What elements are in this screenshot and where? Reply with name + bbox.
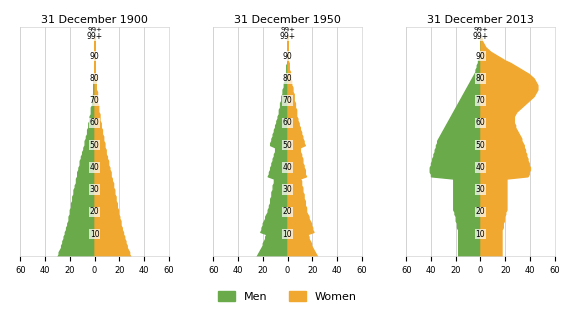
- Text: 40: 40: [283, 163, 292, 172]
- Text: 50: 50: [283, 141, 292, 150]
- Text: 60: 60: [283, 118, 292, 127]
- Text: 80: 80: [283, 74, 292, 83]
- Text: 70: 70: [90, 96, 99, 105]
- Text: 40: 40: [476, 163, 485, 172]
- Text: 80: 80: [476, 74, 485, 83]
- Text: 20: 20: [283, 207, 292, 217]
- Text: 40: 40: [90, 163, 99, 172]
- Text: 70: 70: [283, 96, 292, 105]
- Title: 31 December 1900: 31 December 1900: [41, 15, 148, 25]
- Text: 99+: 99+: [279, 32, 296, 41]
- Text: 30: 30: [476, 185, 485, 194]
- Text: 30: 30: [283, 185, 292, 194]
- Text: 20: 20: [476, 207, 485, 217]
- Text: 20: 20: [90, 207, 99, 217]
- Text: 10: 10: [476, 230, 485, 239]
- Text: 99+: 99+: [473, 32, 489, 41]
- Text: 10: 10: [283, 230, 292, 239]
- Text: 99+: 99+: [473, 27, 488, 33]
- Text: 99+: 99+: [86, 32, 102, 41]
- Text: 30: 30: [90, 185, 99, 194]
- Text: 90: 90: [476, 51, 485, 61]
- Text: 80: 80: [90, 74, 99, 83]
- Text: 90: 90: [283, 51, 292, 61]
- Text: 99+: 99+: [87, 27, 102, 33]
- Text: 60: 60: [90, 118, 99, 127]
- Title: 31 December 2013: 31 December 2013: [427, 15, 534, 25]
- Title: 31 December 1950: 31 December 1950: [234, 15, 341, 25]
- Text: 10: 10: [90, 230, 99, 239]
- Text: 99+: 99+: [280, 27, 295, 33]
- Text: 50: 50: [90, 141, 99, 150]
- Text: 60: 60: [476, 118, 485, 127]
- Text: 70: 70: [476, 96, 485, 105]
- Text: 50: 50: [476, 141, 485, 150]
- Legend: Men, Women: Men, Women: [213, 287, 362, 306]
- Text: 90: 90: [90, 51, 99, 61]
